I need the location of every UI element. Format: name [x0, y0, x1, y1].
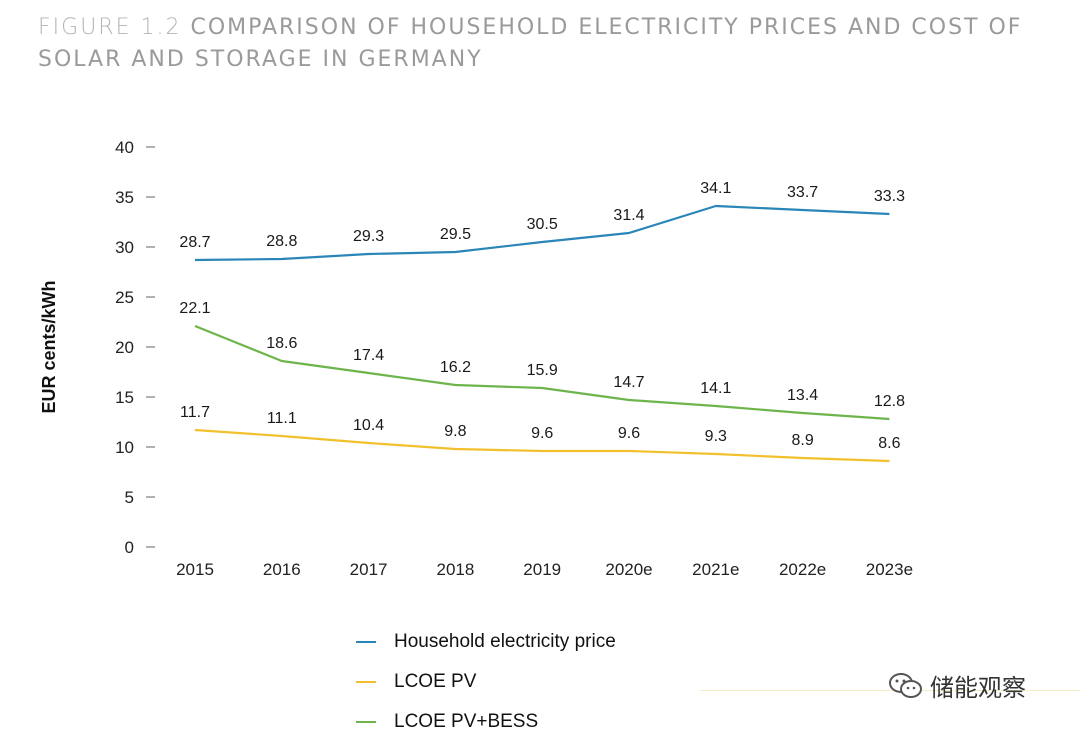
x-axis: 2015 2016 2017 2018 2019 2020e 2021e 2022e 2023e	[176, 560, 913, 579]
legend: Household electricity price LCOE PV LCOE…	[356, 622, 616, 742]
x-tick-label: 2023e	[866, 560, 913, 579]
data-label-lcoe-pv: 11.1	[267, 410, 297, 427]
y-axis-label: EUR cents/kWh	[39, 280, 59, 413]
data-label-lcoe-pv-bess: 14.7	[613, 374, 644, 391]
data-label-lcoe-pv: 9.3	[705, 428, 727, 445]
legend-swatch-lcoe-pv-bess	[356, 721, 376, 723]
data-label-household-price: 28.7	[179, 234, 210, 251]
x-tick-label: 2015	[176, 560, 214, 579]
data-label-household-price: 29.3	[353, 228, 384, 245]
data-label-lcoe-pv-bess: 16.2	[440, 359, 471, 376]
figure-number: FIGURE 1.2	[38, 15, 191, 40]
y-tick-label: 35	[115, 188, 134, 207]
decorative-line	[700, 690, 1080, 691]
data-label-lcoe-pv: 9.6	[618, 425, 640, 442]
data-label-lcoe-pv: 9.8	[444, 423, 466, 440]
data-label-household-price: 33.7	[787, 184, 818, 201]
data-label-household-price: 30.5	[527, 216, 558, 233]
data-label-lcoe-pv-bess: 13.4	[787, 387, 818, 404]
watermark: 储能观察	[888, 668, 1026, 703]
series-lines	[194, 204, 890, 463]
legend-item-lcoe-pv-bess: LCOE PV+BESS	[356, 702, 616, 742]
data-label-lcoe-pv: 11.7	[180, 404, 210, 421]
data-label-lcoe-pv: 8.9	[791, 432, 813, 449]
y-tick-label: 5	[125, 488, 134, 507]
y-tick-label: 10	[115, 438, 134, 457]
y-axis: 0 5 10 15 20 25 30 35 40	[115, 138, 155, 557]
x-tick-label: 2021e	[692, 560, 739, 579]
x-tick-label: 2022e	[779, 560, 826, 579]
data-label-lcoe-pv-bess: 22.1	[179, 300, 210, 317]
data-label-lcoe-pv: 9.6	[531, 425, 553, 442]
x-tick-label: 2017	[350, 560, 388, 579]
legend-item-lcoe-pv: LCOE PV	[356, 662, 616, 702]
data-label-household-price: 31.4	[613, 207, 644, 224]
watermark-text: 储能观察	[930, 674, 1026, 702]
data-label-lcoe-pv-bess: 18.6	[266, 335, 297, 352]
data-label-lcoe-pv-bess: 12.8	[874, 393, 905, 410]
y-tick-label: 30	[115, 238, 134, 257]
series-line-household-price	[194, 204, 890, 262]
legend-label-household: Household electricity price	[394, 631, 616, 652]
y-tick-label: 15	[115, 388, 134, 407]
legend-swatch-household	[356, 641, 376, 643]
data-label-lcoe-pv: 10.4	[353, 417, 384, 434]
x-tick-label: 2016	[263, 560, 301, 579]
x-tick-label: 2018	[436, 560, 474, 579]
y-tick-label: 20	[115, 338, 134, 357]
y-tick-label: 0	[125, 538, 134, 557]
x-tick-label: 2019	[523, 560, 561, 579]
figure-caption: COMPARISON OF HOUSEHOLD ELECTRICITY PRIC…	[38, 15, 1023, 72]
data-label-household-price: 34.1	[700, 180, 731, 197]
data-label-lcoe-pv-bess: 15.9	[527, 362, 558, 379]
data-label-lcoe-pv-bess: 14.1	[700, 380, 731, 397]
legend-label-lcoe-pv-bess: LCOE PV+BESS	[394, 711, 539, 732]
y-tick-label: 25	[115, 288, 134, 307]
legend-swatch-lcoe-pv	[356, 681, 376, 683]
data-label-household-price: 33.3	[874, 188, 905, 205]
series-line-lcoe-pv-bess	[194, 324, 890, 421]
series-data-labels: 28.7 28.8 29.3 29.5 30.5 31.4 34.1 33.7 33.3 11.7…	[179, 180, 905, 452]
wechat-icon	[888, 672, 924, 700]
data-label-lcoe-pv: 8.6	[878, 435, 900, 452]
x-tick-label: 2020e	[605, 560, 652, 579]
legend-item-household: Household electricity price	[356, 622, 616, 662]
series-line-lcoe-pv	[194, 428, 890, 463]
data-label-lcoe-pv-bess: 17.4	[353, 347, 384, 364]
legend-label-lcoe-pv: LCOE PV	[394, 671, 477, 692]
data-label-household-price: 28.8	[266, 233, 297, 250]
figure-title: FIGURE 1.2 COMPARISON OF HOUSEHOLD ELECT…	[38, 12, 1078, 76]
data-label-household-price: 29.5	[440, 226, 471, 243]
y-tick-label: 40	[115, 138, 134, 157]
